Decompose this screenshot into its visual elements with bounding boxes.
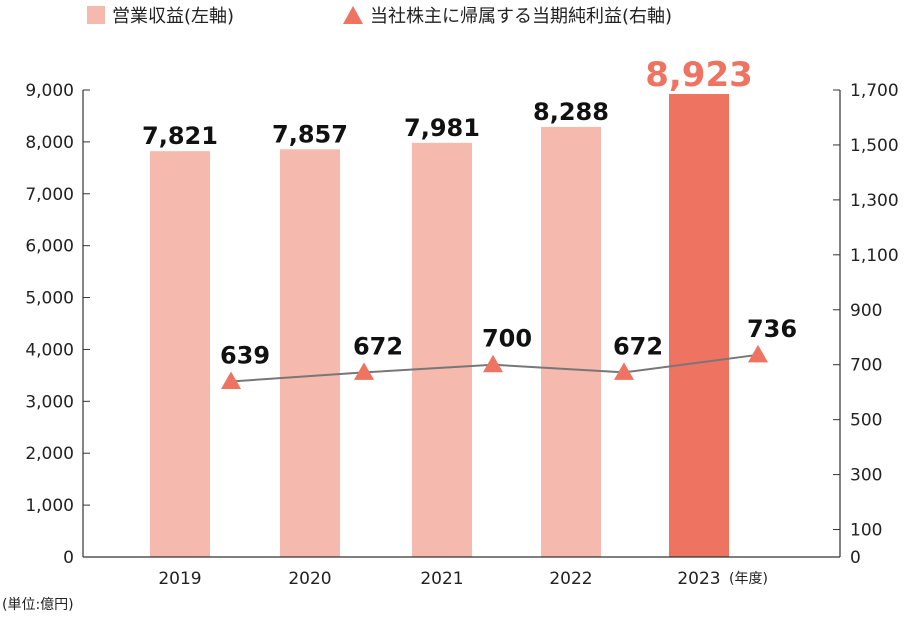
line-value-label: 736 <box>747 315 797 343</box>
left-tick-label: 0 <box>63 548 74 568</box>
right-tick-label: 300 <box>850 466 882 486</box>
right-tick-label: 900 <box>850 301 882 321</box>
bars: 7,821 7,857 7,981 8,288 8,923 <box>142 55 753 558</box>
x-axis: 2019 2020 2021 2022 2023 (年度) <box>83 556 840 589</box>
triangle-marker <box>221 371 241 389</box>
line-value-label: 700 <box>482 325 532 353</box>
x-tick-label: 2020 <box>288 569 331 589</box>
right-axis: 0 100 300 500 700 900 1,100 1,300 1,500 1,700 <box>833 81 899 568</box>
left-tick-label: 7,000 <box>25 185 74 205</box>
triangle-marker <box>354 362 374 380</box>
right-tick-label: 1,500 <box>850 136 899 156</box>
x-axis-suffix: (年度) <box>729 571 768 587</box>
left-tick-label: 9,000 <box>25 81 74 101</box>
bar <box>412 142 472 558</box>
x-tick-label: 2021 <box>420 569 463 589</box>
line-value-label: 672 <box>613 332 663 360</box>
legend: 営業収益(左軸) 当社株主に帰属する当期純利益(右軸) <box>87 6 672 27</box>
legend-bar-swatch <box>87 6 105 24</box>
line-value-label: 639 <box>220 341 270 369</box>
right-tick-label: 1,100 <box>850 246 899 266</box>
legend-triangle-icon <box>343 6 363 24</box>
unit-note: (単位:億円) <box>2 597 74 613</box>
right-tick-label: 500 <box>850 411 882 431</box>
bar-value-label: 8,923 <box>645 55 753 95</box>
left-tick-label: 2,000 <box>25 444 74 464</box>
line-series: 639 672 700 672 736 <box>220 315 797 389</box>
line-value-label: 672 <box>353 332 403 360</box>
x-tick-label: 2022 <box>549 569 592 589</box>
legend-bar-label: 営業収益(左軸) <box>112 6 234 27</box>
right-tick-label: 0 <box>850 548 861 568</box>
left-tick-label: 8,000 <box>25 133 74 153</box>
x-tick-label: 2019 <box>158 569 201 589</box>
triangle-marker <box>748 344 768 363</box>
bar-value-label: 8,288 <box>533 98 609 126</box>
right-tick-label: 1,300 <box>850 191 899 211</box>
left-tick-label: 4,000 <box>25 340 74 360</box>
legend-line-label: 当社株主に帰属する当期純利益(右軸) <box>370 6 672 27</box>
right-tick-label: 700 <box>850 356 882 376</box>
left-tick-label: 1,000 <box>25 496 74 516</box>
right-tick-label: 1,700 <box>850 81 899 101</box>
triangle-marker <box>483 354 503 373</box>
bar-value-label: 7,981 <box>404 114 480 142</box>
left-tick-label: 5,000 <box>25 289 74 309</box>
bar <box>669 93 729 557</box>
left-tick-label: 6,000 <box>25 237 74 257</box>
left-axis: 0 1,000 2,000 3,000 4,000 5,000 6,000 7,000 8,00… <box>25 81 90 568</box>
right-tick-label: 100 <box>850 521 882 541</box>
left-tick-label: 3,000 <box>25 392 74 412</box>
bar <box>150 151 210 557</box>
x-tick-label: 2023 <box>677 569 720 589</box>
bar-value-label: 7,821 <box>142 122 218 150</box>
bar-value-label: 7,857 <box>272 120 348 148</box>
triangle-marker <box>614 362 634 380</box>
bar <box>541 126 601 557</box>
bar <box>280 149 340 557</box>
